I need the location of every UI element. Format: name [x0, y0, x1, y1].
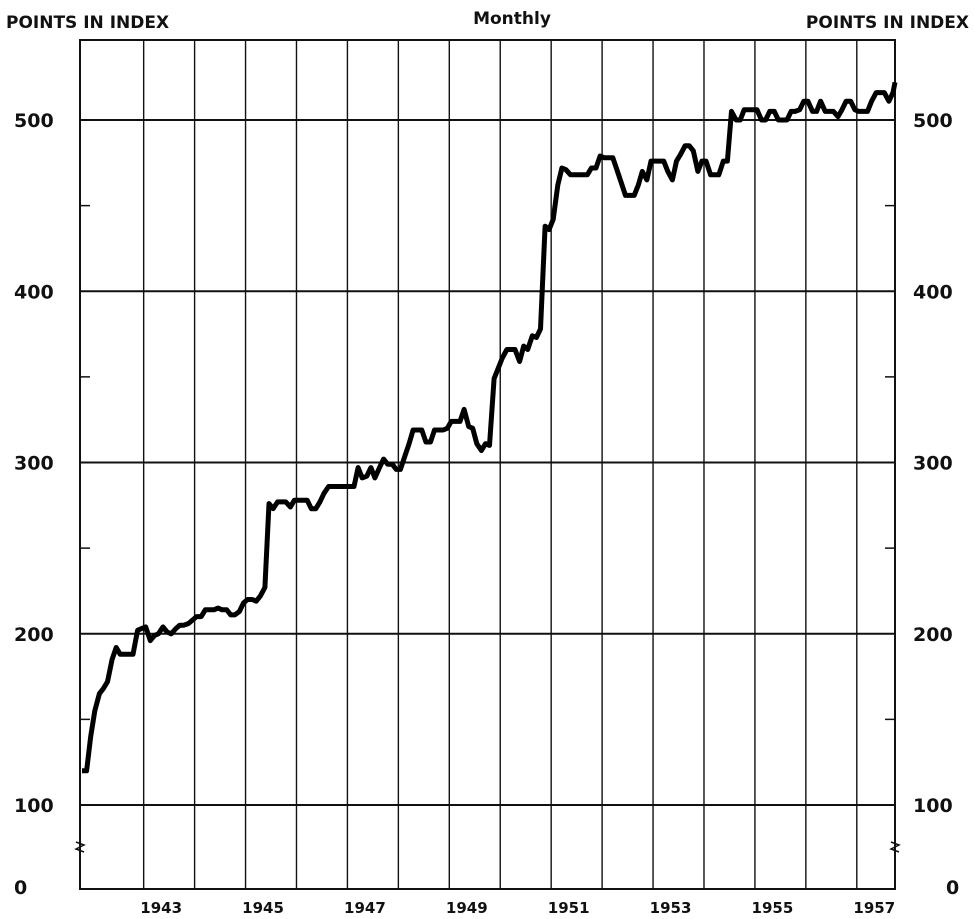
- y-tick-label-left: 300: [14, 453, 54, 475]
- y-axis-right-ticks: 100 200 300 400 500: [913, 110, 953, 817]
- y-tick-label-right: 300: [913, 453, 953, 475]
- y-tick-label-right: 100: [913, 795, 953, 817]
- x-axis-ticks: 1943 1945 1947 1949 1951 1953 1955 1957: [140, 899, 895, 917]
- right-axis-label: POINTS IN INDEX: [806, 13, 969, 33]
- x-tick-label: 1953: [650, 899, 692, 917]
- x-tick-label: 1955: [752, 899, 794, 917]
- y-tick-label-left: 100: [14, 795, 54, 817]
- y-tick-label-right: 200: [913, 624, 953, 646]
- series-line: [82, 81, 898, 774]
- x-tick-label: 1951: [548, 899, 590, 917]
- y-zero-label-right: 0: [946, 877, 959, 899]
- axis-break-mark: [74, 841, 86, 853]
- x-tick-label: 1947: [344, 899, 386, 917]
- x-tick-label: 1957: [853, 899, 895, 917]
- chart-title: Monthly: [473, 9, 551, 29]
- axis-break-marks: [74, 841, 901, 853]
- axis-break-mark: [889, 841, 901, 853]
- plot-frame: [79, 39, 896, 890]
- y-tick-label-left: 200: [14, 624, 54, 646]
- y-tick-label-left: 400: [14, 281, 54, 303]
- y-tick-label-left: 500: [14, 110, 54, 132]
- y-axis-left-ticks: 100 200 300 400 500: [14, 110, 54, 817]
- x-tick-label: 1943: [140, 899, 182, 917]
- x-tick-label: 1945: [242, 899, 284, 917]
- x-tick-label: 1949: [446, 899, 488, 917]
- y-tick-label-right: 400: [913, 281, 953, 303]
- y-zero-label-left: 0: [14, 877, 27, 899]
- left-axis-label: POINTS IN INDEX: [6, 13, 169, 33]
- chart-grid: [80, 40, 895, 889]
- y-tick-label-right: 500: [913, 110, 953, 132]
